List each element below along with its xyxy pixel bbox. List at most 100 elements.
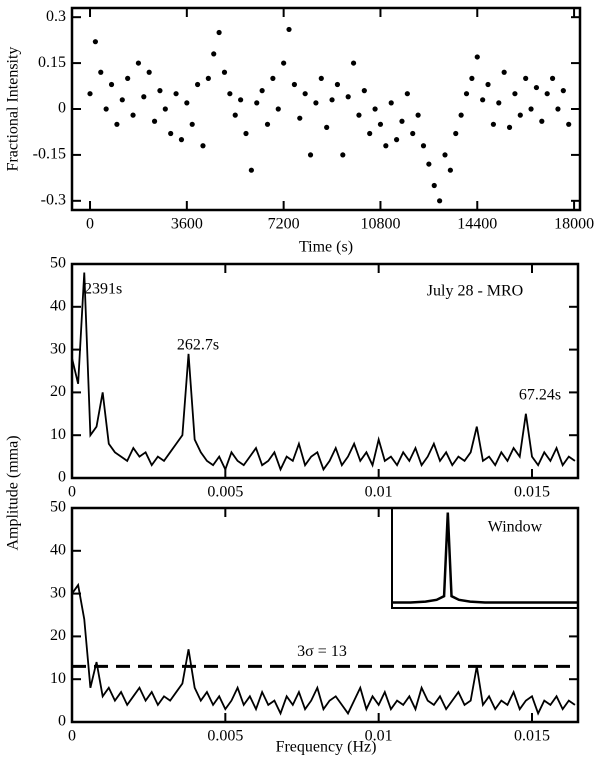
data-point [469, 75, 475, 81]
plot-area [72, 272, 576, 472]
x-tick-label: 0.01 [365, 484, 393, 501]
data-point [178, 137, 185, 143]
peak-label: 262.7s [177, 337, 219, 354]
data-point [254, 100, 260, 106]
data-point [216, 29, 222, 36]
data-point [238, 97, 244, 103]
data-point [270, 75, 276, 81]
x-tick-label: 0 [86, 216, 94, 233]
inset-frame [391, 507, 579, 609]
data-point [544, 91, 550, 97]
data-point [259, 88, 265, 94]
data-point [264, 121, 271, 127]
y-tick-label: 20 [50, 383, 66, 400]
data-point [480, 97, 486, 103]
data-point [377, 121, 384, 127]
y-tick-label: 0.3 [46, 8, 66, 25]
y-tick-label: 0 [58, 469, 66, 486]
data-point [404, 91, 410, 97]
data-point [350, 60, 357, 66]
data-point [200, 143, 206, 149]
x-tick-label: 14400 [457, 216, 497, 233]
x-tick-label: 0.015 [514, 728, 550, 745]
data-point [512, 91, 518, 97]
data-point [286, 26, 292, 33]
data-point [221, 69, 228, 75]
data-point [517, 112, 523, 118]
data-point [119, 97, 125, 103]
plot-frame [70, 6, 582, 212]
data-point [168, 130, 174, 137]
data-point [383, 143, 389, 149]
x-axis-label: Frequency (Hz) [276, 739, 377, 756]
data-point [415, 112, 421, 118]
y-tick-label: 10 [50, 670, 66, 687]
y-tick-label: 20 [50, 627, 66, 644]
data-point [232, 112, 238, 118]
data-point [566, 121, 572, 127]
data-point [345, 94, 351, 100]
plot-area [87, 26, 572, 204]
data-point [431, 182, 437, 189]
data-point [555, 106, 561, 112]
data-point [162, 106, 168, 112]
data-point [463, 91, 470, 97]
data-point [361, 88, 367, 94]
spectrum-line [72, 582, 576, 716]
plot-frame [70, 506, 580, 724]
data-point [146, 69, 152, 75]
data-point [130, 112, 136, 118]
data-point [560, 88, 566, 94]
x-tick-label: 10800 [360, 216, 400, 233]
data-point [549, 75, 556, 81]
data-point [496, 100, 502, 106]
peak-label: 2391s [84, 281, 122, 298]
panel-title: July 28 - MRO [427, 283, 523, 300]
data-point [426, 161, 432, 167]
y-tick-label: 0 [58, 713, 66, 730]
data-point [490, 121, 497, 127]
window-line [392, 512, 578, 604]
data-point [302, 91, 308, 97]
data-point [92, 39, 98, 45]
data-point [485, 81, 491, 88]
data-point [437, 198, 443, 204]
y-tick-label: 50 [50, 255, 66, 272]
y-tick-label: 50 [50, 499, 66, 516]
peak-label: 67.24s [519, 387, 561, 404]
data-point [151, 118, 158, 124]
data-point [125, 75, 131, 81]
data-point [420, 143, 427, 149]
data-point [356, 112, 362, 118]
data-point [103, 106, 109, 112]
data-point [367, 130, 373, 137]
y-tick-label: -0.3 [41, 191, 66, 208]
data-point [205, 75, 211, 81]
y-tick-label: 30 [50, 340, 66, 357]
x-tick-label: 0 [68, 728, 76, 745]
data-point [275, 106, 281, 112]
x-tick-label: 0.005 [207, 484, 243, 501]
data-point [340, 152, 346, 158]
data-point [324, 124, 330, 130]
data-point [173, 91, 179, 97]
data-point [334, 81, 341, 88]
data-point [313, 100, 319, 106]
data-point [372, 106, 378, 112]
data-point [189, 121, 195, 127]
data-point [87, 91, 93, 97]
x-tick-label: 0.01 [365, 728, 393, 745]
plot-area [72, 582, 576, 716]
y-tick-label: 10 [50, 426, 66, 443]
x-tick-label: 18000 [554, 216, 594, 233]
y-axis-label: Amplitude (mma) [5, 435, 22, 550]
data-point [399, 118, 405, 124]
y-tick-label: 0 [58, 100, 66, 117]
spectrum-line [72, 272, 576, 472]
x-axis-label: Time (s) [299, 239, 353, 256]
y-tick-label: 0.15 [38, 54, 66, 71]
data-point [533, 84, 540, 91]
x-tick-label: 3600 [171, 216, 203, 233]
inset-title: Window [488, 519, 543, 536]
